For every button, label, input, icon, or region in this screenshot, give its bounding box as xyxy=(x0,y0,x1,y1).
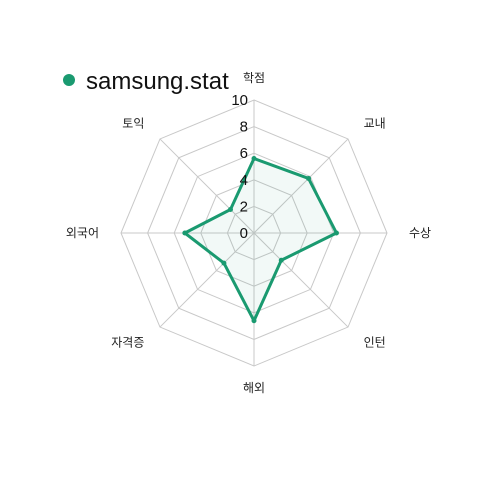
radar-series xyxy=(182,156,339,324)
axis-label: 해외 xyxy=(243,381,265,395)
axis-label: 인턴 xyxy=(364,336,386,350)
axis-label: 외국어 xyxy=(66,226,99,240)
data-point-0 xyxy=(251,156,257,162)
spoke-5 xyxy=(159,232,255,328)
spoke-7 xyxy=(159,138,255,234)
data-point-5 xyxy=(221,260,227,266)
axis-label: 자격증 xyxy=(111,336,144,350)
data-point-1 xyxy=(306,175,312,181)
data-point-3 xyxy=(278,257,284,263)
radial-tick-labels: 0 2 4 6 8 10 xyxy=(231,92,248,242)
tick-label: 2 xyxy=(240,198,248,215)
legend-marker xyxy=(63,74,75,86)
data-point-6 xyxy=(182,230,188,236)
series-polygon xyxy=(183,157,338,323)
tick-label: 10 xyxy=(231,92,248,109)
legend: samsung.stat xyxy=(63,68,229,95)
tick-label: 8 xyxy=(240,119,248,136)
axis-label: 교내 xyxy=(364,116,386,130)
data-point-7 xyxy=(227,206,233,212)
data-point-4 xyxy=(251,318,257,324)
axis-label: 학점 xyxy=(243,71,265,85)
axis-label: 토익 xyxy=(122,116,144,130)
spoke-1 xyxy=(253,138,349,234)
data-point-2 xyxy=(333,230,339,236)
radar-spokes xyxy=(121,100,387,366)
tick-label: 0 xyxy=(240,225,248,242)
legend-label: samsung.stat xyxy=(86,68,229,95)
tick-label: 6 xyxy=(240,145,248,162)
axis-label: 수상 xyxy=(409,226,431,240)
spoke-3 xyxy=(253,232,349,328)
tick-label: 4 xyxy=(240,172,248,189)
